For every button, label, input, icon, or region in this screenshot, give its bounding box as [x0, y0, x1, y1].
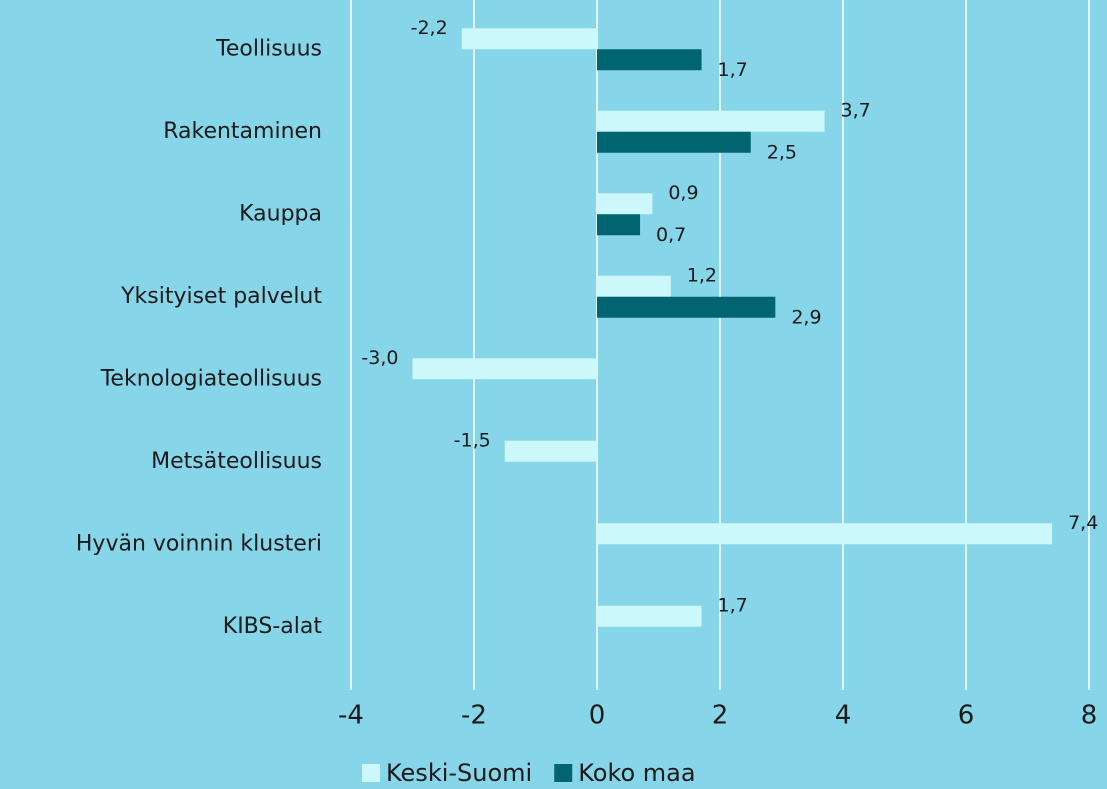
legend-swatch — [554, 764, 573, 782]
bar — [412, 358, 597, 380]
y-tick-label: Teollisuus — [215, 36, 322, 61]
legend-label: Keski-Suomi — [386, 759, 532, 787]
x-tick-label: -4 — [338, 701, 364, 731]
bar — [597, 523, 1053, 545]
value-label: 2,5 — [767, 141, 797, 163]
bar — [597, 131, 751, 153]
value-label: -2,2 — [411, 17, 448, 39]
bar — [597, 275, 671, 297]
bar — [597, 193, 653, 215]
value-label: 1,7 — [718, 59, 748, 81]
value-label: 3,7 — [841, 99, 871, 121]
y-tick-label: Yksityiset palvelut — [120, 284, 322, 309]
value-label: 2,9 — [791, 306, 821, 328]
value-label: 0,7 — [656, 224, 686, 246]
legend-label: Koko maa — [578, 759, 695, 787]
x-tick-label: 0 — [589, 701, 606, 731]
value-label: 1,2 — [687, 264, 717, 286]
x-tick-label: -2 — [461, 701, 487, 731]
value-label: 0,9 — [668, 182, 698, 204]
legend-swatch — [362, 764, 380, 782]
bar — [597, 296, 776, 318]
x-tick-label: 8 — [1081, 701, 1098, 731]
value-label: 7,4 — [1068, 512, 1098, 534]
x-tick-label: 2 — [712, 701, 729, 731]
y-tick-label: Metsäteollisuus — [151, 449, 322, 474]
bar — [597, 110, 825, 132]
value-label: -1,5 — [454, 429, 491, 451]
bar — [597, 49, 702, 71]
y-tick-label: Teknologiateollisuus — [100, 366, 322, 391]
y-tick-label: KIBS-alat — [223, 614, 323, 639]
bar — [597, 214, 641, 236]
y-tick-label: Rakentaminen — [163, 119, 322, 144]
bar — [461, 28, 597, 50]
bar — [597, 605, 702, 627]
y-tick-label: Hyvän voinnin klusteri — [76, 531, 322, 556]
value-label: -3,0 — [361, 347, 398, 369]
x-tick-label: 4 — [835, 701, 852, 731]
bar — [504, 440, 597, 462]
x-tick-label: 6 — [958, 701, 975, 731]
y-tick-label: Kauppa — [239, 201, 322, 226]
value-label: 1,7 — [718, 594, 748, 616]
